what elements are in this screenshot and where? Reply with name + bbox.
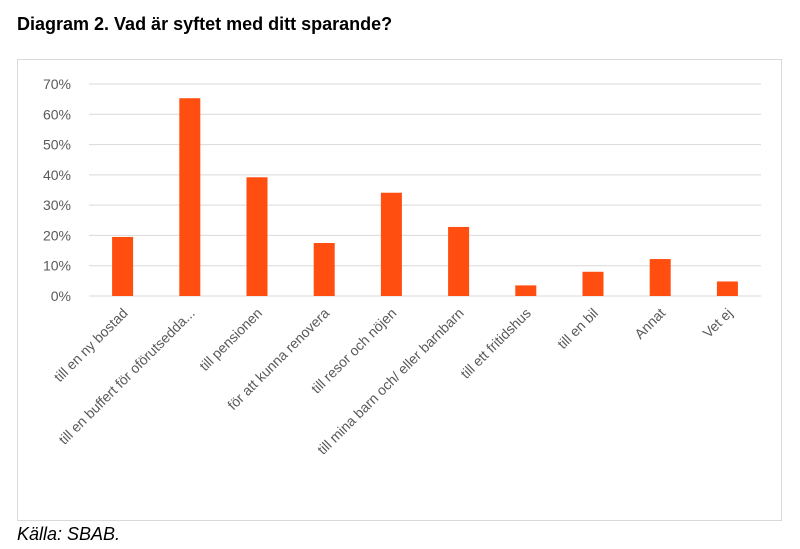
y-tick-label: 10% [43, 258, 71, 274]
y-tick-label: 40% [43, 167, 71, 183]
x-category-label: till en buffert för oförutsedda... [55, 305, 198, 448]
y-tick-label: 70% [43, 76, 71, 92]
y-tick-label: 60% [43, 106, 71, 122]
y-tick-label: 30% [43, 197, 71, 213]
bar [179, 98, 201, 296]
y-tick-label: 0% [51, 288, 71, 304]
x-category-label: till en bil [554, 305, 601, 352]
x-category-label: till ett fritidshus [457, 305, 534, 382]
y-tick-label: 50% [43, 137, 71, 153]
y-tick-label: 20% [43, 227, 71, 243]
bar [380, 192, 402, 296]
source-note: Källa: SBAB. [17, 524, 121, 544]
bar [448, 226, 470, 296]
x-category-label: Annat [631, 305, 668, 342]
bar [112, 236, 134, 296]
bar [515, 285, 537, 296]
bar [716, 281, 738, 296]
x-category-label: till pensionen [196, 305, 265, 374]
bar [582, 271, 604, 296]
x-category-label: till mina barn och/ eller barnbarn [314, 305, 467, 458]
bar [246, 177, 268, 296]
bar [313, 243, 335, 296]
chart-frame [17, 59, 782, 521]
bar [649, 259, 671, 296]
x-category-label: Vet ej [699, 305, 735, 341]
chart-title: Diagram 2. Vad är syftet med ditt sparan… [17, 14, 393, 34]
